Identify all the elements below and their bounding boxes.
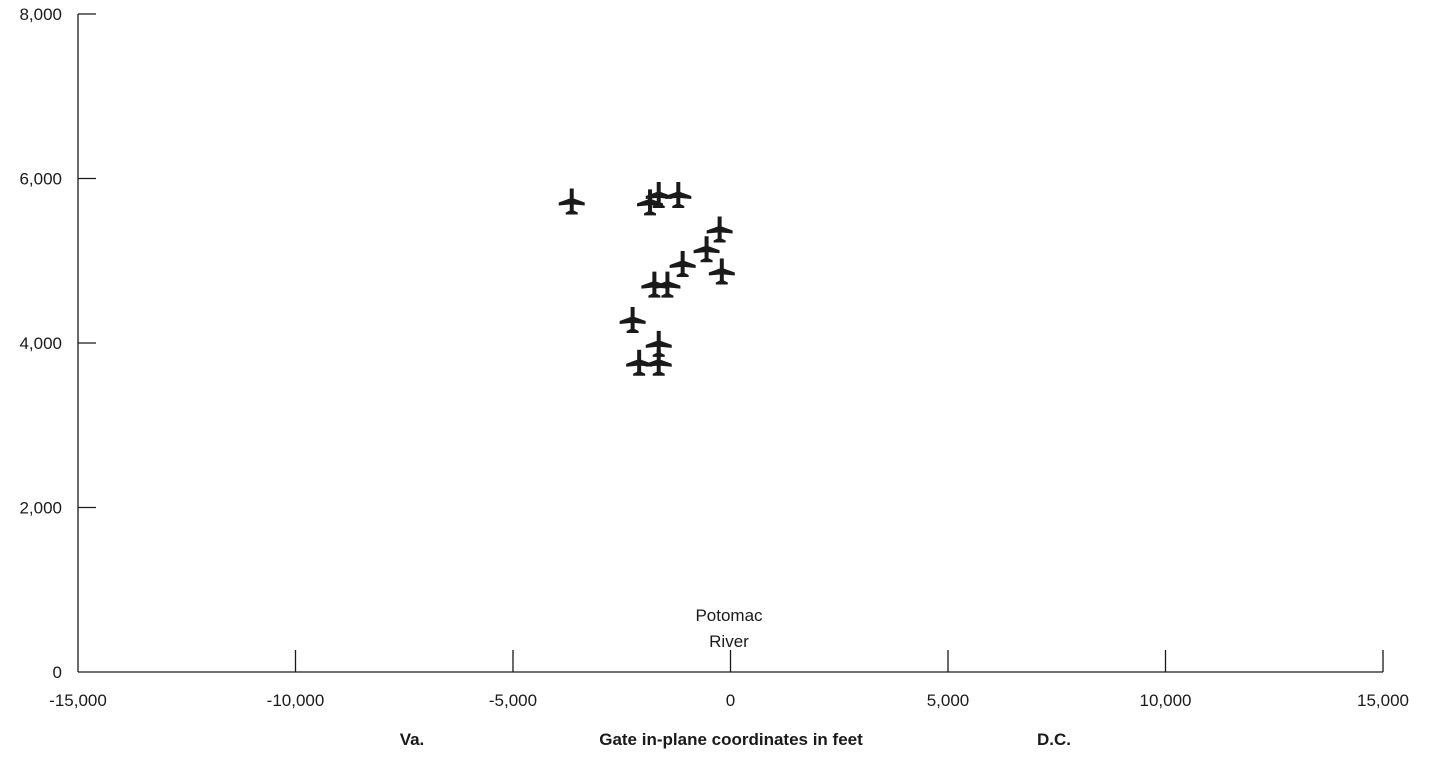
airplane-icon: [645, 349, 672, 376]
y-tick-label: 8,000: [19, 5, 62, 24]
x-tick-label: 10,000: [1140, 691, 1192, 710]
x-tick-label: 5,000: [927, 691, 970, 710]
river-label-line1: Potomac: [695, 606, 763, 625]
x-ticks: -15,000 -10,000 -5,000 0 5,000 10,000 15,000: [49, 650, 1409, 710]
y-tick-label: 2,000: [19, 499, 62, 518]
x-tick-label: -15,000: [49, 691, 107, 710]
airplane-icon: [619, 306, 646, 333]
y-ticks: 0 2,000 4,000 6,000 8,000: [19, 5, 96, 682]
y-tick-label: 0: [53, 663, 62, 682]
airplane-icon: [558, 188, 585, 215]
river-label-line2: River: [709, 632, 749, 651]
axes: -15,000 -10,000 -5,000 0 5,000 10,000 15,000 0…: [19, 5, 1409, 710]
x-tick-label: -5,000: [489, 691, 537, 710]
y-tick-label: 6,000: [19, 170, 62, 189]
x-tick-label: 15,000: [1357, 691, 1409, 710]
x-tick-label: -10,000: [267, 691, 325, 710]
right-side-label: D.C.: [1037, 730, 1071, 749]
airplane-icon: [626, 349, 653, 376]
data-points: [558, 181, 735, 376]
airplane-icon: [669, 251, 696, 278]
airplane-icon: [708, 258, 735, 285]
airplane-icon: [654, 271, 681, 298]
x-tick-label: 0: [726, 691, 735, 710]
airplane-icon: [665, 181, 692, 208]
left-side-label: Va.: [400, 730, 425, 749]
x-axis-label: Gate in-plane coordinates in feet: [599, 730, 863, 749]
y-tick-label: 4,000: [19, 334, 62, 353]
airplane-icon: [706, 216, 733, 243]
